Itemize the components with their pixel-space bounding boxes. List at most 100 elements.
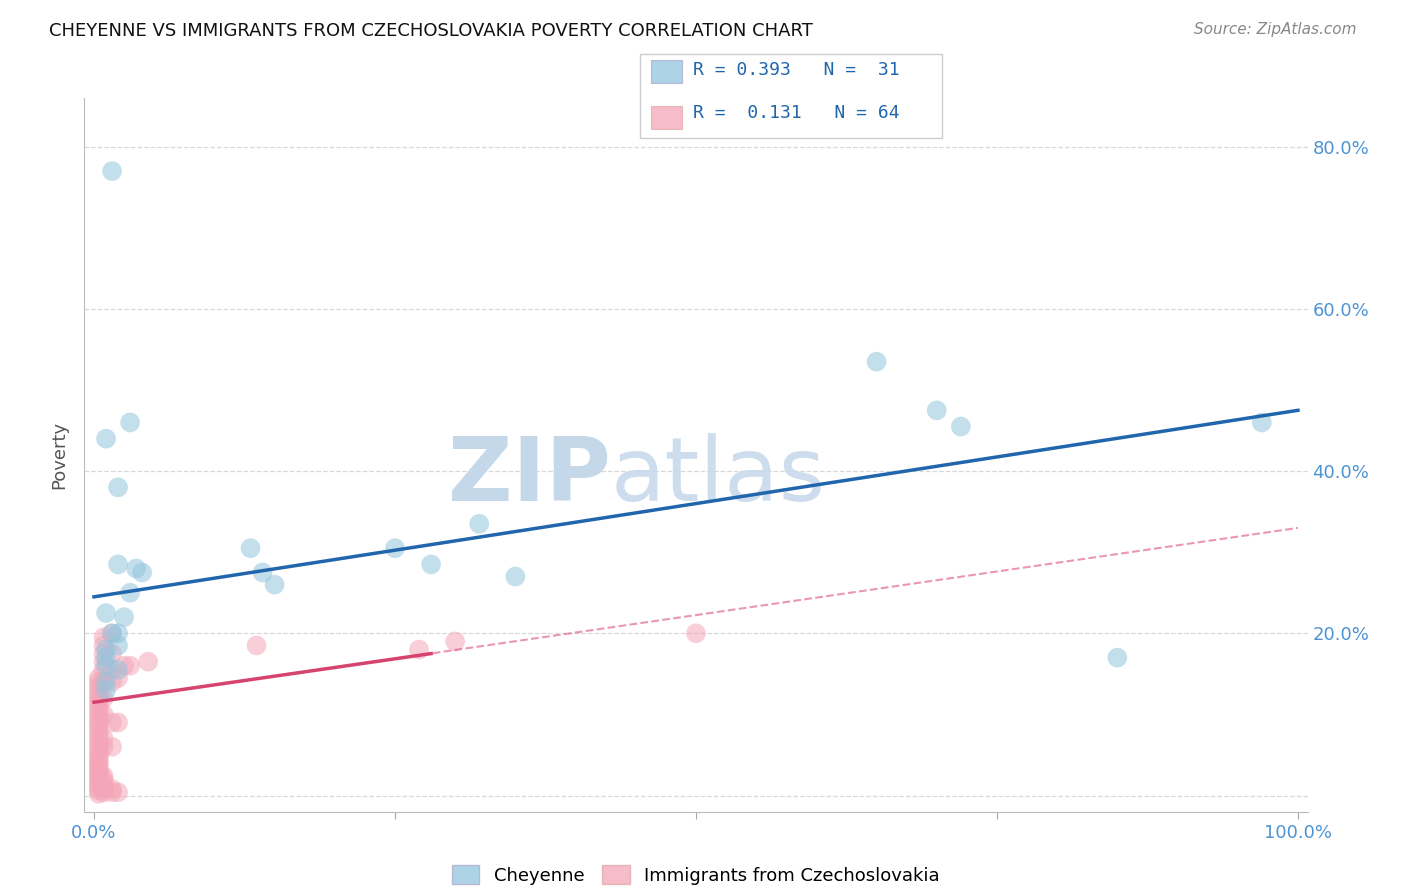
Point bbox=[94, 432, 117, 446]
Point bbox=[93, 739, 115, 754]
Y-axis label: Poverty: Poverty bbox=[51, 421, 69, 489]
Point bbox=[87, 687, 110, 701]
Legend: Cheyenne, Immigrants from Czechoslovakia: Cheyenne, Immigrants from Czechoslovakia bbox=[453, 865, 939, 885]
Text: R =  0.131   N = 64: R = 0.131 N = 64 bbox=[693, 104, 900, 122]
Point bbox=[239, 541, 262, 556]
Point bbox=[87, 711, 110, 725]
Point bbox=[94, 650, 117, 665]
Point bbox=[101, 785, 124, 799]
Point bbox=[263, 577, 285, 591]
Point bbox=[87, 761, 110, 775]
Point bbox=[93, 663, 115, 677]
Point bbox=[101, 663, 124, 677]
Point bbox=[101, 675, 124, 690]
Point bbox=[87, 715, 110, 730]
Point bbox=[93, 655, 115, 669]
Point bbox=[131, 566, 153, 580]
Point bbox=[444, 634, 467, 648]
Point bbox=[245, 639, 267, 653]
Point bbox=[120, 586, 142, 600]
Point bbox=[107, 558, 129, 572]
Point bbox=[87, 731, 110, 746]
Point bbox=[87, 744, 110, 758]
Point bbox=[87, 707, 110, 722]
Point bbox=[685, 626, 707, 640]
Point bbox=[865, 354, 887, 368]
Text: R = 0.393   N =  31: R = 0.393 N = 31 bbox=[693, 61, 900, 78]
Point bbox=[101, 647, 124, 661]
Point bbox=[87, 739, 110, 754]
Point bbox=[505, 569, 527, 583]
Point bbox=[107, 480, 129, 494]
Point bbox=[420, 558, 443, 572]
Point bbox=[87, 764, 110, 779]
Point bbox=[101, 715, 124, 730]
Point bbox=[949, 419, 972, 434]
Point bbox=[87, 679, 110, 693]
Point bbox=[87, 699, 110, 714]
Point bbox=[93, 775, 115, 789]
Point bbox=[94, 683, 117, 698]
Point bbox=[93, 631, 115, 645]
Point bbox=[87, 755, 110, 769]
Text: atlas: atlas bbox=[610, 433, 825, 520]
Point bbox=[94, 675, 117, 690]
Point bbox=[101, 164, 124, 178]
Point bbox=[93, 782, 115, 797]
Point bbox=[87, 695, 110, 709]
Point bbox=[112, 610, 135, 624]
Point bbox=[93, 772, 115, 787]
Point bbox=[112, 658, 135, 673]
Point bbox=[107, 671, 129, 685]
Point bbox=[87, 783, 110, 797]
Point bbox=[1250, 416, 1272, 430]
Point bbox=[94, 606, 117, 620]
Point bbox=[107, 785, 129, 799]
Point bbox=[87, 736, 110, 750]
Point bbox=[94, 658, 117, 673]
Point bbox=[101, 626, 124, 640]
Point bbox=[87, 773, 110, 788]
Point bbox=[384, 541, 406, 556]
Point bbox=[93, 769, 115, 783]
Point bbox=[107, 639, 129, 653]
Text: Source: ZipAtlas.com: Source: ZipAtlas.com bbox=[1194, 22, 1357, 37]
Point bbox=[87, 777, 110, 791]
Point bbox=[93, 731, 115, 746]
Point bbox=[107, 715, 129, 730]
Point bbox=[87, 671, 110, 685]
Point bbox=[120, 658, 142, 673]
Point bbox=[87, 771, 110, 785]
Point bbox=[101, 739, 124, 754]
Point bbox=[93, 707, 115, 722]
Point bbox=[1107, 650, 1129, 665]
Point bbox=[93, 675, 115, 690]
Point bbox=[93, 779, 115, 793]
Point bbox=[93, 639, 115, 653]
Point bbox=[87, 728, 110, 742]
Point bbox=[107, 663, 129, 677]
Point bbox=[87, 787, 110, 801]
Point bbox=[87, 720, 110, 734]
Point bbox=[87, 767, 110, 781]
Point bbox=[408, 642, 430, 657]
Text: ZIP: ZIP bbox=[447, 433, 610, 520]
Point bbox=[87, 751, 110, 765]
Point bbox=[87, 675, 110, 690]
Point bbox=[94, 642, 117, 657]
Point bbox=[87, 757, 110, 772]
Point bbox=[93, 785, 115, 799]
Point bbox=[101, 782, 124, 797]
Point bbox=[120, 416, 142, 430]
Point bbox=[87, 780, 110, 795]
Point bbox=[93, 647, 115, 661]
Point bbox=[87, 703, 110, 717]
Point bbox=[252, 566, 274, 580]
Point bbox=[87, 683, 110, 698]
Point bbox=[93, 691, 115, 706]
Point bbox=[468, 516, 491, 531]
Point bbox=[87, 747, 110, 762]
Point bbox=[107, 626, 129, 640]
Point bbox=[136, 655, 159, 669]
Point bbox=[87, 691, 110, 706]
